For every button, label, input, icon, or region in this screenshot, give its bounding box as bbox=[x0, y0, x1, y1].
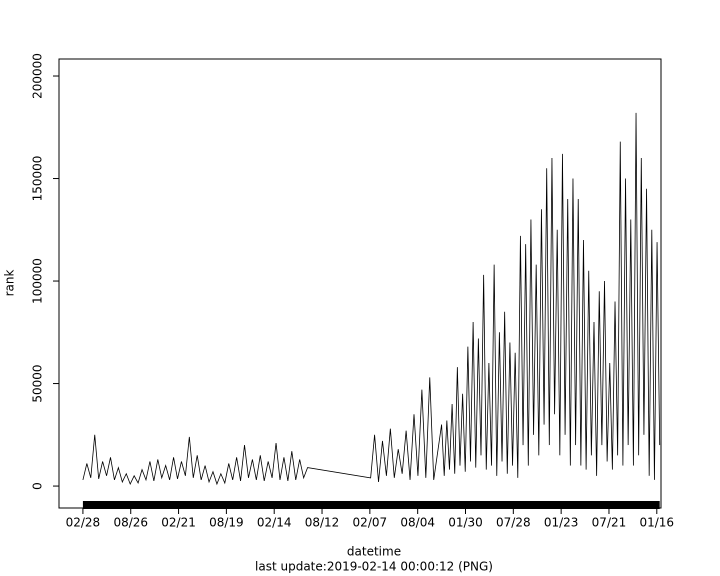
x-tick-label: 08/26 bbox=[113, 516, 148, 530]
subtitle: last update:2019-02-14 00:00:12 (PNG) bbox=[255, 560, 493, 574]
x-tick-label: 01/23 bbox=[544, 516, 579, 530]
rug bbox=[82, 501, 660, 509]
y-tick-label: 50000 bbox=[31, 364, 45, 402]
x-tick-label: 08/19 bbox=[209, 516, 244, 530]
y-tick-label: 150000 bbox=[31, 156, 45, 202]
x-tick-label: 07/28 bbox=[496, 516, 531, 530]
x-tick-label: 07/21 bbox=[592, 516, 627, 530]
x-tick-label: 08/12 bbox=[305, 516, 340, 530]
line bbox=[82, 112, 661, 486]
x-tick-label: 01/16 bbox=[639, 516, 674, 530]
y-tick-label: 200000 bbox=[31, 53, 45, 99]
y-axis-label: rank bbox=[3, 270, 17, 297]
y-tick-label: 0 bbox=[31, 482, 45, 490]
y-tick-label: 100000 bbox=[31, 258, 45, 304]
x-axis-label: datetime bbox=[347, 545, 401, 559]
x-tick-label: 01/30 bbox=[448, 516, 483, 530]
x-tick-label: 02/28 bbox=[66, 516, 101, 530]
x-tick-label: 02/14 bbox=[257, 516, 292, 530]
x-tick-label: 08/04 bbox=[400, 516, 435, 530]
x-tick-label: 02/21 bbox=[161, 516, 196, 530]
x-tick-label: 02/07 bbox=[353, 516, 388, 530]
